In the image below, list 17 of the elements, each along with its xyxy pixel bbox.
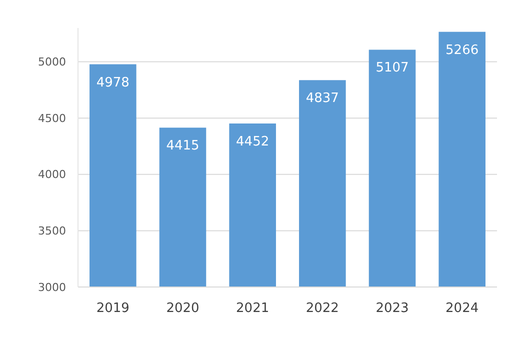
x-tick-label: 2023 <box>376 301 409 316</box>
data-label: 4415 <box>166 138 200 154</box>
x-tick-label: 2024 <box>446 301 479 316</box>
y-tick-label: 3000 <box>38 280 66 294</box>
x-tick-label: 2020 <box>166 301 200 316</box>
data-label: 4837 <box>306 91 339 106</box>
y-tick-label: 4500 <box>38 112 66 125</box>
x-tick-label: 2021 <box>236 301 270 316</box>
y-tick-label: 5000 <box>38 56 66 69</box>
x-tick-label: 2019 <box>96 301 130 316</box>
y-tick-label: 4000 <box>38 168 66 182</box>
data-label: 4452 <box>236 134 270 150</box>
data-label: 5107 <box>376 60 409 76</box>
data-label: 5266 <box>446 42 479 58</box>
data-label: 4978 <box>96 75 130 90</box>
y-tick-label: 3500 <box>38 224 66 238</box>
x-tick-label: 2022 <box>306 301 339 316</box>
